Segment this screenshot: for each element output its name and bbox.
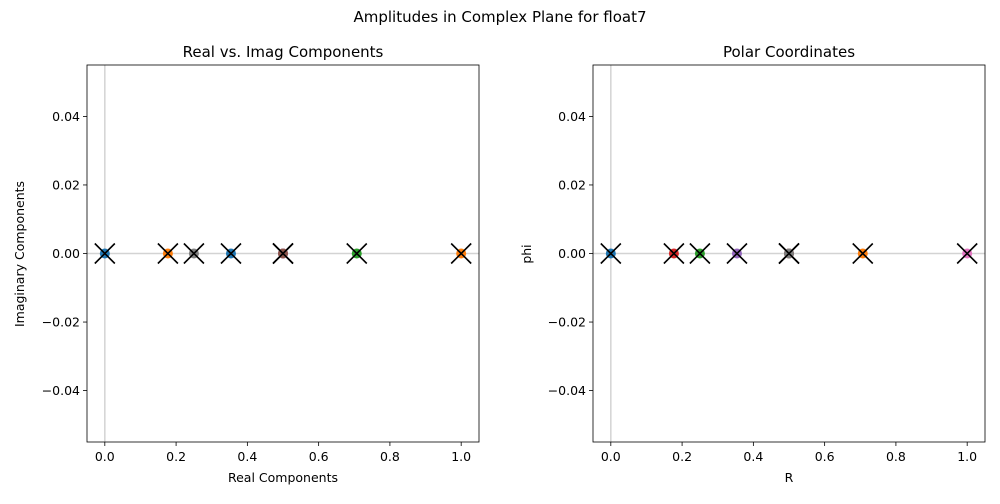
x-tick-label: 0.2 [166, 449, 186, 464]
figure-suptitle: Amplitudes in Complex Plane for float7 [354, 8, 647, 26]
x-marker [778, 242, 800, 265]
x-tick-label: 0.2 [672, 449, 692, 464]
axes-frame [86, 64, 480, 443]
y-axis-label: Imaginary Components [12, 181, 27, 327]
axes-frame [592, 64, 986, 443]
y-tick-label: −0.04 [548, 383, 586, 398]
x-tick-label: 0.8 [380, 449, 400, 464]
x-axis-label: R [785, 470, 794, 485]
x-tick-label: 0.6 [815, 449, 835, 464]
x-marker [450, 242, 472, 265]
x-marker [94, 242, 116, 265]
x-marker [183, 242, 205, 265]
y-tick-label: 0.02 [558, 177, 586, 192]
y-tick-label: 0.04 [52, 109, 80, 124]
x-tick-label: 0.6 [309, 449, 329, 464]
y-tick-label: −0.02 [42, 315, 80, 330]
y-tick-label: 0.04 [558, 109, 586, 124]
x-marker [346, 242, 368, 265]
x-tick-label: 0.0 [601, 449, 621, 464]
y-tick-label: 0.00 [558, 246, 586, 261]
x-marker [689, 242, 711, 265]
x-marker [272, 242, 294, 265]
x-marker [157, 242, 179, 265]
subplot-real-vs-imag: Real vs. Imag Components Real Components… [12, 43, 480, 485]
x-tick-label: 1.0 [451, 449, 471, 464]
x-tick-label: 0.4 [743, 449, 763, 464]
x-marker [220, 242, 242, 265]
x-tick-label: 0.4 [237, 449, 257, 464]
subplot-title: Real vs. Imag Components [183, 43, 384, 61]
x-marker [600, 242, 622, 265]
y-tick-label: 0.00 [52, 246, 80, 261]
x-tick-label: 0.8 [886, 449, 906, 464]
subplot-title: Polar Coordinates [723, 43, 855, 61]
x-axis-label: Real Components [228, 470, 338, 485]
x-marker [726, 242, 748, 265]
x-marker [663, 242, 685, 265]
y-tick-label: −0.04 [42, 383, 80, 398]
x-tick-label: 1.0 [957, 449, 977, 464]
x-marker [852, 242, 874, 265]
y-axis-label: phi [519, 244, 534, 263]
x-tick-label: 0.0 [95, 449, 115, 464]
x-marker [956, 242, 978, 265]
subplot-polar-coordinates: Polar Coordinates R phi 0.0 0.2 0.4 0.6 0.8 1… [519, 43, 986, 485]
y-tick-label: 0.02 [52, 177, 80, 192]
y-tick-label: −0.02 [548, 315, 586, 330]
